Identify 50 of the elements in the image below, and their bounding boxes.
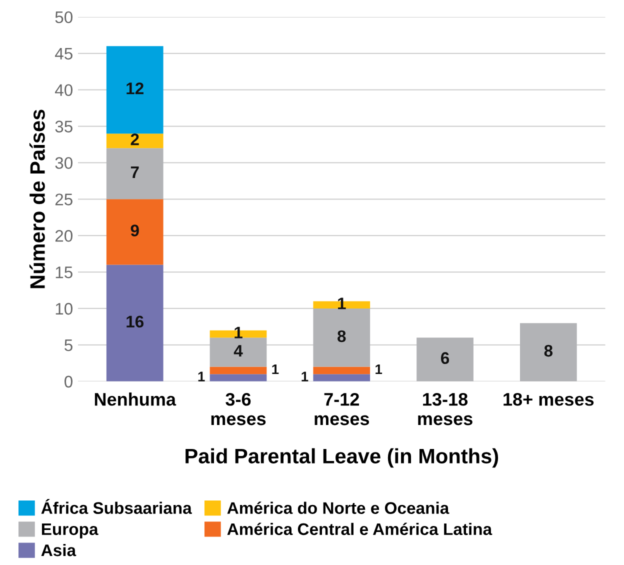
legend-label: África Subsaariana — [41, 499, 192, 514]
bar — [210, 366, 267, 374]
legend-label: Asia — [41, 544, 76, 556]
bar — [313, 308, 370, 367]
y-tick-label: 0 — [64, 376, 72, 388]
data-label: 12 — [126, 82, 144, 94]
data-label: 1 — [272, 364, 279, 374]
data-label: 2 — [130, 134, 139, 146]
bar — [106, 148, 164, 200]
x-tick-label: 7-12 meses — [314, 392, 370, 426]
data-label: 9 — [130, 224, 139, 236]
data-label: 8 — [338, 330, 346, 342]
data-label: 8 — [544, 344, 553, 357]
y-tick-label: 15 — [56, 266, 72, 278]
y-tick-label: 20 — [55, 230, 72, 242]
bar — [106, 199, 164, 265]
data-label: 1 — [376, 364, 382, 374]
bar — [106, 264, 164, 382]
bar — [210, 338, 267, 367]
data-label: 4 — [234, 345, 243, 357]
bar — [106, 134, 164, 148]
bar — [313, 366, 370, 374]
y-tick-label: 50 — [55, 11, 72, 24]
bar — [210, 374, 267, 382]
y-tick-label: 45 — [54, 48, 72, 60]
legend-label: América Central e América Latina — [227, 522, 492, 536]
data-label: 1 — [198, 372, 205, 382]
data-label: 1 — [338, 298, 346, 310]
x-axis-title: Paid Parental Leave (in Months) — [186, 448, 498, 468]
y-tick-label: 40 — [54, 84, 72, 96]
x-tick-label: Nenhuma — [94, 392, 176, 406]
data-label: 6 — [441, 352, 450, 364]
x-tick-label: 18+ meses — [504, 392, 594, 406]
legend-label: Europa — [42, 523, 98, 538]
y-tick-label: 35 — [55, 120, 72, 132]
y-tick-label: 25 — [55, 194, 72, 206]
bar — [416, 338, 474, 382]
data-label: 1 — [302, 372, 308, 382]
bar — [106, 46, 164, 134]
y-axis-title: Número de Países — [29, 110, 45, 288]
data-label: 16 — [126, 316, 144, 328]
x-tick-label: 13-18 meses — [418, 392, 472, 426]
y-tick-label: 5 — [64, 340, 72, 352]
legend-label: América do Norte e Oceania — [227, 502, 450, 514]
bar — [520, 323, 577, 382]
y-tick-label: 30 — [55, 157, 72, 169]
data-label: 7 — [130, 166, 139, 178]
bar — [313, 374, 370, 382]
y-tick-label: 10 — [56, 302, 72, 315]
x-tick-label: 3-6 meses — [211, 392, 266, 426]
